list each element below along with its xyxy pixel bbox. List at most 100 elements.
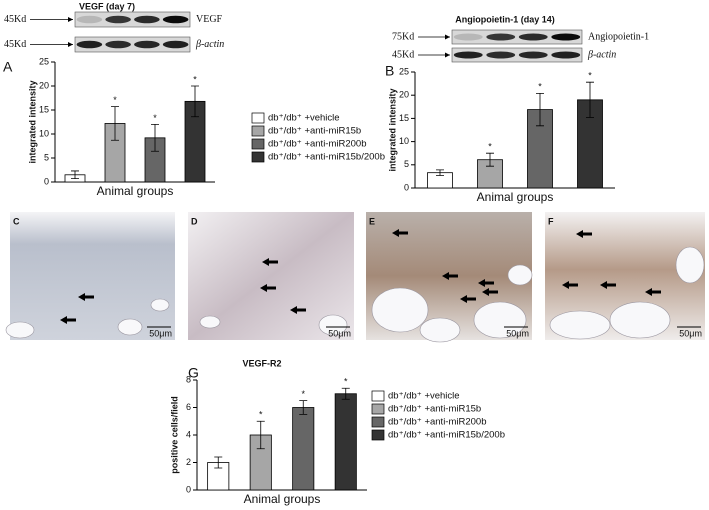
significance: *	[301, 389, 305, 399]
panel-letter: A	[3, 59, 13, 75]
blot-band	[486, 51, 516, 59]
blot-band	[453, 51, 483, 59]
significance: *	[588, 71, 592, 81]
arrow	[260, 284, 276, 292]
error-bar	[341, 387, 350, 400]
histology-image	[366, 212, 533, 343]
blot-label: VEGF	[196, 14, 223, 25]
error-bar	[111, 106, 119, 141]
y-tick-label: 0	[404, 182, 409, 192]
legend-label: db⁺/db⁺ +anti-miR200b	[388, 417, 487, 428]
panel-letter: B	[385, 63, 394, 79]
error-bar	[71, 170, 79, 180]
blot-marker: 45Kd	[4, 14, 26, 25]
chart-title: VEGF (day 7)	[79, 1, 135, 11]
x-axis-label: Animal groups	[477, 190, 554, 204]
legend-swatch	[371, 403, 385, 415]
legend-swatch	[371, 416, 385, 428]
y-tick-label: 0	[44, 176, 49, 186]
arrow	[460, 295, 476, 303]
blot-band	[162, 15, 189, 24]
significance: *	[538, 82, 542, 92]
fat-cell	[150, 298, 170, 312]
arrow	[576, 230, 592, 238]
blot-strip	[451, 47, 583, 63]
y-tick-label: 0	[186, 484, 191, 494]
y-tick-label: 25	[39, 56, 49, 66]
y-tick-label: 5	[44, 152, 49, 162]
significance: *	[193, 74, 197, 84]
legend-swatch	[251, 112, 265, 124]
blot-band	[105, 15, 131, 24]
error-bar	[536, 92, 544, 127]
tissue	[10, 212, 175, 340]
panel-letter: G	[188, 365, 199, 381]
blot-band	[134, 40, 160, 49]
x-axis-label: Animal groups	[244, 492, 321, 506]
arrow	[482, 288, 498, 296]
blot-band	[76, 40, 103, 49]
arrow	[645, 288, 661, 296]
arrow	[478, 279, 494, 287]
blot-band	[551, 51, 581, 59]
arrow	[442, 272, 458, 280]
error-bar	[191, 85, 199, 118]
blot-band	[105, 40, 131, 49]
legend-label: db⁺/db⁺ +anti-miR200b	[268, 139, 367, 150]
arrow	[562, 281, 578, 289]
y-axis-label: integrated intensity	[387, 88, 397, 171]
marker-arrowhead	[68, 17, 73, 22]
marker-arrowhead	[445, 34, 450, 40]
panel-letter: F	[548, 216, 554, 226]
histology-image	[5, 212, 175, 340]
scale-label: 50μm	[149, 328, 172, 338]
legend-label: db⁺/db⁺ +anti-miR15b	[268, 126, 361, 137]
panel-letter: D	[191, 216, 198, 226]
fat-cell	[371, 287, 429, 333]
y-tick-label: 20	[399, 90, 409, 100]
y-tick-label: 2	[186, 457, 191, 467]
y-axis-label: positive cells/field	[169, 396, 179, 474]
legend-swatch	[371, 429, 385, 441]
legend-swatch	[251, 125, 265, 137]
arrow	[290, 306, 306, 314]
blot-strip	[74, 36, 191, 53]
blot-band	[518, 51, 548, 59]
blot-band	[518, 33, 548, 41]
arrow	[392, 229, 408, 237]
blot-band	[486, 33, 516, 41]
significance: *	[113, 95, 117, 105]
fat-cell	[5, 321, 35, 339]
arrow	[600, 281, 616, 289]
chart-title: Angiopoietin-1 (day 14)	[455, 14, 555, 24]
blot-label: β-actin	[195, 39, 224, 50]
blot-marker: 45Kd	[4, 39, 26, 50]
y-tick-label: 10	[399, 136, 409, 146]
significance: *	[259, 410, 263, 420]
blot-label: Angiopoietin-1	[588, 31, 649, 42]
arrow	[60, 316, 76, 324]
fat-cell	[473, 301, 527, 339]
fat-cell	[419, 317, 461, 343]
legend-swatch	[251, 138, 265, 150]
panel-letter: E	[369, 216, 375, 226]
significance: *	[153, 113, 157, 123]
bar	[334, 393, 357, 491]
error-bar	[486, 152, 494, 167]
arrow	[78, 293, 94, 301]
error-bar	[151, 124, 159, 152]
y-tick-label: 20	[39, 80, 49, 90]
marker-arrowhead	[445, 52, 450, 58]
legend-label: db⁺/db⁺ +vehicle	[388, 391, 460, 402]
panel-letter: C	[13, 216, 20, 226]
y-tick-label: 8	[186, 374, 191, 384]
blot-band	[162, 40, 189, 49]
y-axis-label: integrated intensity	[27, 80, 37, 163]
blot-marker: 75Kd	[392, 31, 414, 42]
significance: *	[488, 142, 492, 152]
blot-band	[134, 15, 160, 24]
blot-band	[453, 33, 483, 41]
legend-swatch	[251, 151, 265, 163]
y-tick-label: 15	[39, 104, 49, 114]
